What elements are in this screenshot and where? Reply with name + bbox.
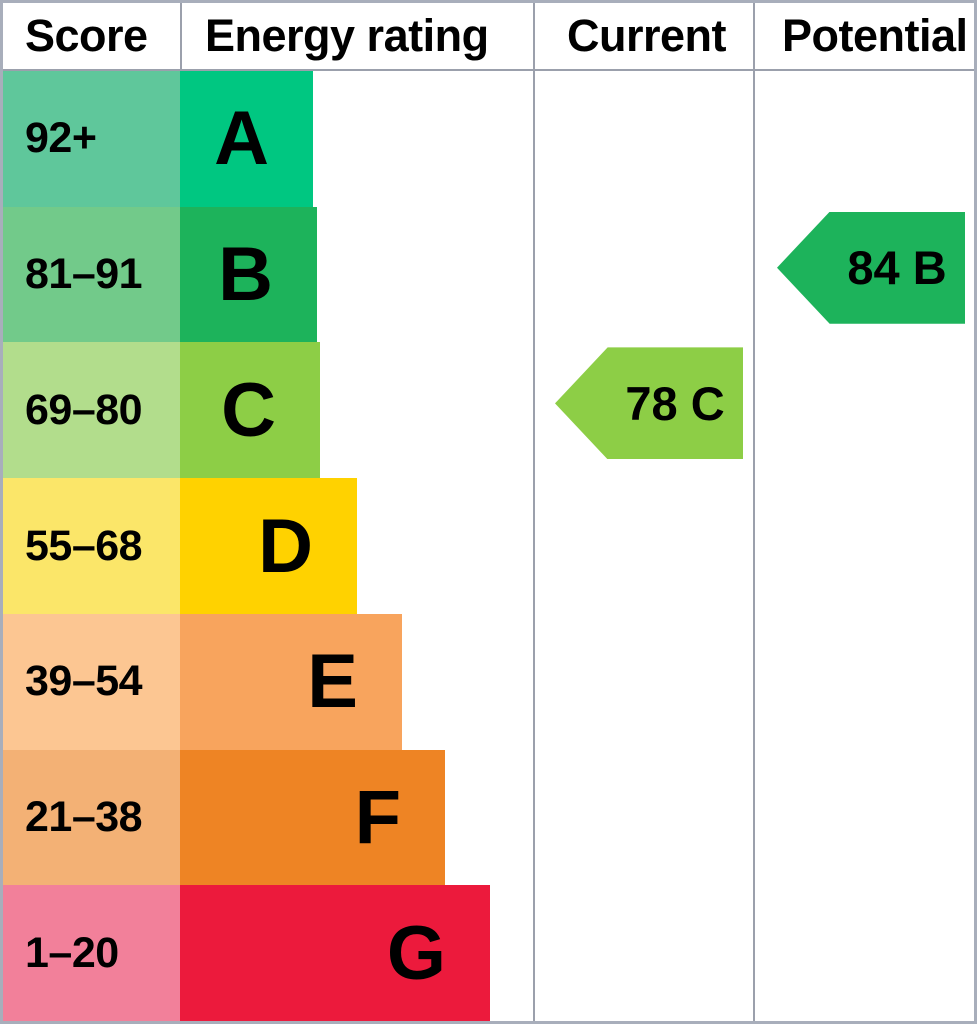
column-header-potential: Potential xyxy=(782,10,968,61)
band-row-g: 1–20 G xyxy=(3,885,974,1021)
band-row-b: 81–91 B xyxy=(3,206,974,343)
rating-bar: D xyxy=(180,478,357,614)
column-header-energy-rating: Energy rating xyxy=(205,10,489,61)
score-cell: 81–91 xyxy=(3,206,180,343)
current-column-divider xyxy=(533,3,535,1021)
band-row-a: 92+ A xyxy=(3,71,974,207)
band-row-d: 55–68 D xyxy=(3,478,974,614)
table-header: Score Energy rating Current Potential xyxy=(3,3,974,71)
band-row-f: 21–38 F xyxy=(3,749,974,886)
score-cell: 1–20 xyxy=(3,885,180,1021)
rating-bar: C xyxy=(180,342,320,479)
score-cell: 21–38 xyxy=(3,749,180,886)
rating-bar: A xyxy=(180,71,313,207)
rating-bar: G xyxy=(180,885,490,1021)
rating-bar: F xyxy=(180,749,445,886)
score-cell: 69–80 xyxy=(3,342,180,479)
rating-bar: E xyxy=(180,613,402,750)
score-cell: 92+ xyxy=(3,71,180,207)
column-header-score: Score xyxy=(25,10,148,61)
rating-bands: 92+ A 81–91 B 69–80 C 55–68 D 39–54 E 21… xyxy=(3,71,974,1021)
band-row-c: 69–80 C xyxy=(3,342,974,479)
potential-column-divider xyxy=(753,3,755,1021)
score-cell: 55–68 xyxy=(3,478,180,614)
score-column-divider xyxy=(180,3,182,71)
score-cell: 39–54 xyxy=(3,613,180,750)
rating-bar: B xyxy=(180,206,317,343)
band-row-e: 39–54 E xyxy=(3,613,974,750)
column-header-current: Current xyxy=(567,10,727,61)
